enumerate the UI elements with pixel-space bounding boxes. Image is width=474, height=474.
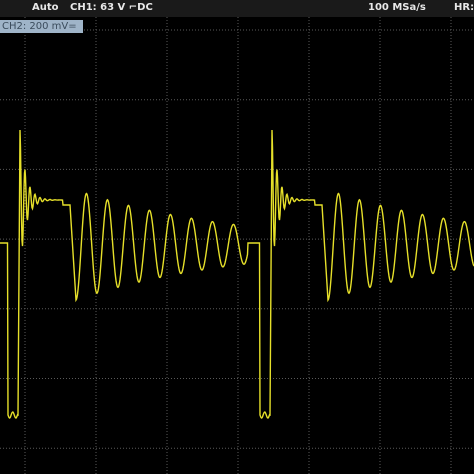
waveform-trace: [0, 129, 474, 419]
channel2-label: CH2: 200 mV=: [0, 20, 83, 33]
trigger-mode: Auto: [32, 2, 59, 13]
resolution: HR:: [454, 2, 474, 13]
status-bar: Auto CH1: 63 V ⌐DC 100 MSa/s HR:: [0, 0, 474, 17]
sample-rate: 100 MSa/s: [368, 2, 426, 13]
grid: [0, 17, 474, 474]
channel1-setting: CH1: 63 V ⌐DC: [70, 2, 153, 13]
